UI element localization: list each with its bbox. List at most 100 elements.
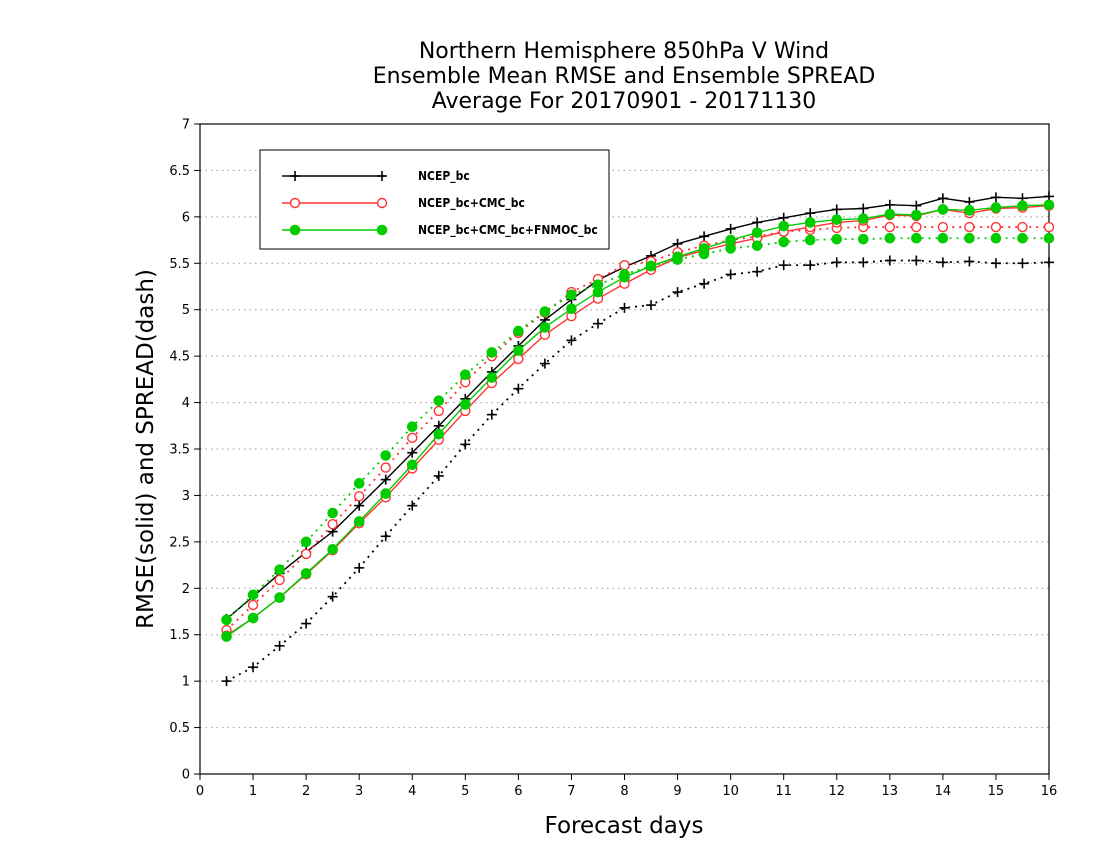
y-tick-label: 7 <box>182 118 190 133</box>
series-rmse-point <box>805 208 816 219</box>
series-spread-point <box>804 234 816 246</box>
series-spread-point <box>539 358 550 369</box>
series-rmse-line <box>226 195 1050 620</box>
legend-label: NCEP_bc+CMC_bc <box>418 196 525 211</box>
series-spread-point <box>221 676 232 687</box>
series-spread-point <box>353 491 365 502</box>
legend-marker <box>376 197 388 209</box>
series-rmse-point <box>327 543 338 555</box>
y-tick-label: 5 <box>182 303 190 318</box>
series-rmse-point <box>858 203 869 214</box>
series-spread-point <box>407 500 418 511</box>
series-rmse-point <box>353 516 365 527</box>
series-spread-point <box>513 383 524 394</box>
series-2 <box>221 199 1055 642</box>
series-spread-point <box>539 306 551 317</box>
series-rmse-point <box>486 372 498 383</box>
series-spread-point <box>592 318 603 329</box>
series-rmse-point <box>964 205 975 216</box>
series-spread-point <box>752 266 763 277</box>
axis-ticks: 00.511.522.533.544.555.566.570 1 2 3 4 5 6 7 8 9 1… <box>169 118 1057 800</box>
series-rmse-point <box>725 223 736 234</box>
series-spread-point <box>964 232 975 244</box>
series-layer <box>221 191 1055 687</box>
series-spread-point <box>460 369 471 381</box>
y-tick-label: 1 <box>182 675 190 690</box>
series-spread-point <box>353 478 365 489</box>
x-tick-label: 12 <box>828 784 845 799</box>
series-spread-point <box>247 589 259 601</box>
y-axis-label: RMSE(solid) and SPREAD(dash) <box>133 269 159 629</box>
series-spread-point <box>380 531 391 542</box>
series-rmse-point <box>566 303 577 315</box>
series-spread-point <box>619 259 630 271</box>
series-rmse-point <box>937 204 949 215</box>
series-spread-point <box>327 591 338 602</box>
legend-label: NCEP_bc <box>418 169 470 184</box>
series-rmse-point <box>1043 199 1055 211</box>
y-tick-label: 1.5 <box>169 628 190 643</box>
series-spread-point <box>990 221 1002 233</box>
series-spread-point <box>672 287 683 298</box>
x-tick-label: 7 <box>567 784 575 799</box>
y-tick-label: 6 <box>182 210 190 225</box>
series-spread-point <box>221 614 232 626</box>
series-spread-point <box>778 260 789 271</box>
series-spread-point <box>460 439 471 450</box>
series-spread-point <box>380 462 391 473</box>
y-tick-label: 5.5 <box>169 257 190 272</box>
x-tick-label: 2 <box>302 784 310 799</box>
x-tick-label: 5 <box>461 784 469 799</box>
series-spread-point <box>858 257 869 268</box>
series-rmse-point <box>274 592 285 603</box>
series-rmse-point <box>407 447 418 458</box>
series-rmse-point <box>990 192 1001 203</box>
legend-marker <box>377 171 387 181</box>
series-spread-point <box>831 257 842 268</box>
series-spread-line <box>225 226 1049 631</box>
series-rmse-point <box>751 227 763 238</box>
series-rmse-point <box>884 199 895 210</box>
legend: NCEP_bc NCEP_bc+CMC_bc NCEP_bc+CMC_bc+FNMO… <box>259 149 610 250</box>
series-spread-point <box>937 257 948 268</box>
series-spread-point <box>619 302 630 313</box>
series-rmse-point <box>831 204 842 215</box>
y-tick-label: 4.5 <box>169 350 190 365</box>
series-spread-point <box>300 548 312 560</box>
x-tick-label: 6 <box>514 784 522 799</box>
y-tick-label: 3 <box>182 489 190 504</box>
y-tick-label: 0 <box>182 768 190 783</box>
series-spread-point <box>407 432 418 444</box>
series-spread-point <box>433 470 444 481</box>
series-spread-line <box>226 259 1050 682</box>
y-tick-label: 2.5 <box>169 535 190 550</box>
series-rmse-point <box>884 208 896 220</box>
series-spread-point <box>805 260 816 271</box>
series-spread-point <box>964 221 975 233</box>
x-tick-label: 15 <box>988 784 1005 799</box>
series-rmse-point <box>699 231 710 242</box>
series-rmse-point <box>778 220 789 232</box>
series-spread-point <box>274 640 285 651</box>
grid-lines <box>200 169 1049 729</box>
series-rmse-point <box>380 488 392 499</box>
series-spread-point <box>1043 232 1055 244</box>
series-rmse-point <box>300 568 312 579</box>
series-spread-point <box>327 519 338 530</box>
series-rmse-point <box>592 286 604 298</box>
series-spread-point <box>513 325 524 337</box>
series-spread-point <box>884 232 896 244</box>
series-rmse-point <box>380 474 391 485</box>
series-rmse-point <box>406 459 418 471</box>
series-spread-point <box>911 232 922 244</box>
series-spread-point <box>247 599 259 611</box>
series-spread-point <box>1017 258 1028 269</box>
legend-marker <box>290 171 300 181</box>
series-rmse-point <box>645 260 657 272</box>
title-line: Average For 20170901 - 20171130 <box>432 89 817 114</box>
x-tick-label: 10 <box>722 784 739 799</box>
series-rmse-point <box>937 193 948 204</box>
series-spread-point <box>937 221 949 233</box>
x-tick-label: 9 <box>673 784 681 799</box>
x-tick-label: 3 <box>355 784 363 799</box>
